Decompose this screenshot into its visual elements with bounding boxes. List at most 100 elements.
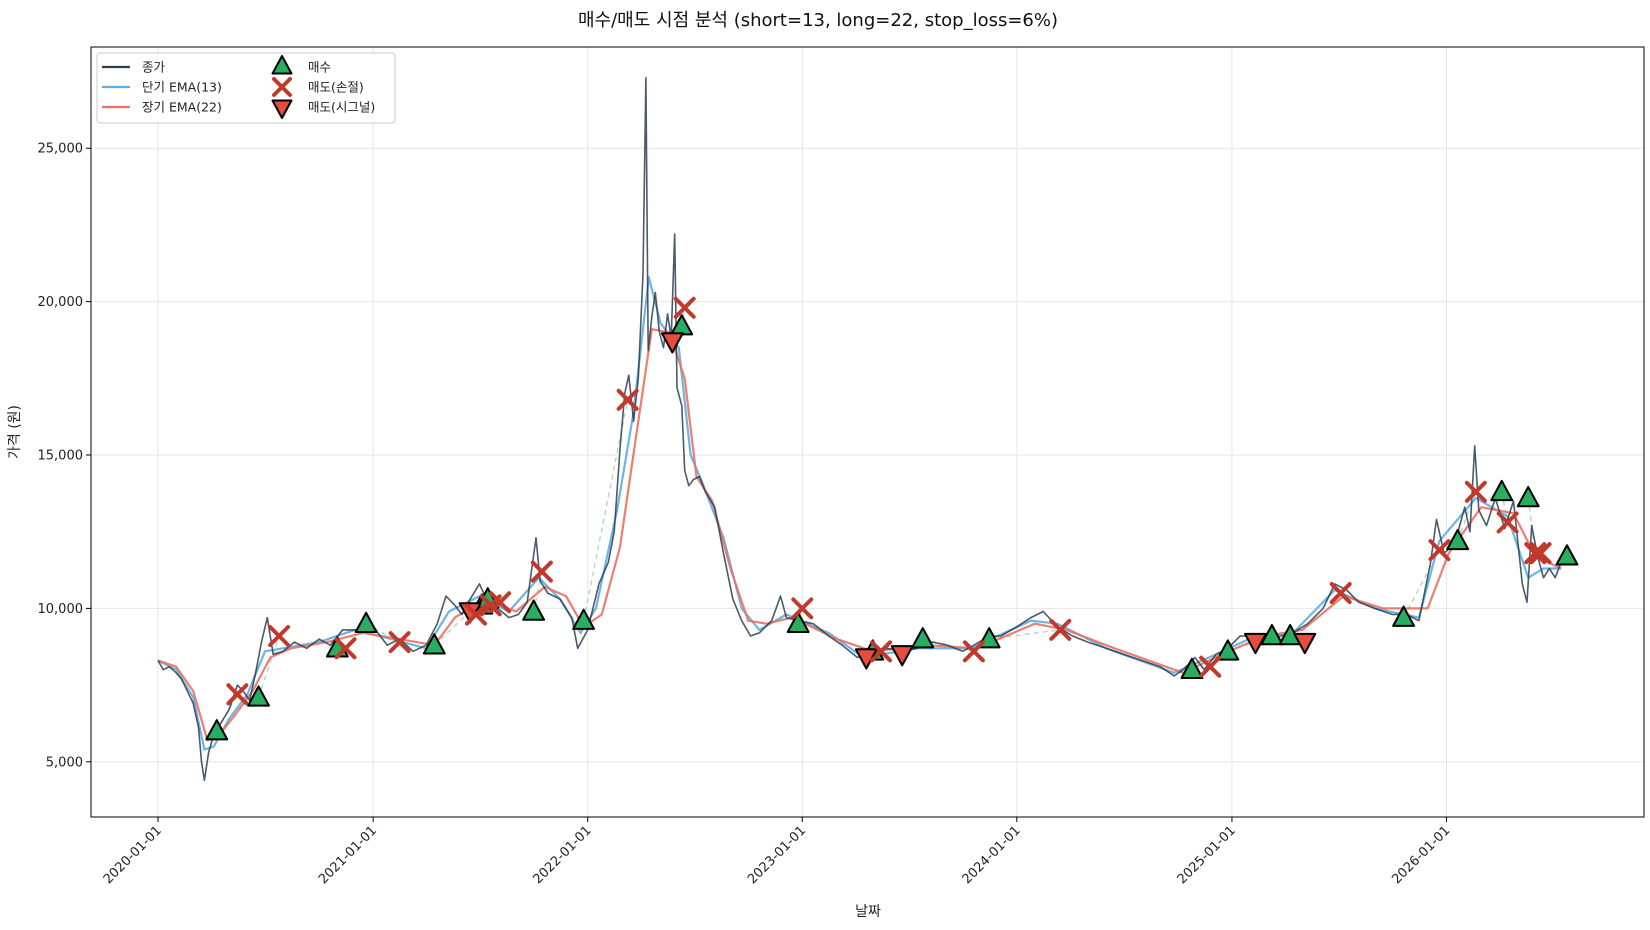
sell-stop-marker: [388, 631, 411, 654]
sell-stop-marker: [870, 640, 893, 663]
sell-signal-marker: [1244, 632, 1267, 655]
stop-loss-stroke: [388, 631, 411, 654]
sell-stop-marker: [268, 625, 291, 648]
legend-buy-swatch: [271, 55, 293, 75]
legend-label: 매도(시그널): [308, 100, 375, 115]
stop-loss-stroke: [1049, 618, 1072, 641]
y-tick-label: 10,000: [38, 602, 84, 617]
stop-loss-stroke: [616, 388, 639, 411]
stop-loss-stroke: [1529, 542, 1552, 565]
sell-stop-marker: [1428, 539, 1451, 562]
buy-marker: [354, 611, 378, 633]
stop-loss-stroke: [791, 597, 814, 620]
sell-stop-marker: [334, 637, 357, 660]
y-tick-label: 5,000: [46, 755, 83, 770]
y-tick-label: 20,000: [38, 295, 84, 310]
sell-stop-marker: [226, 683, 249, 706]
x-tick-label: 2025-01-01: [1175, 823, 1239, 887]
sell-stop-marker: [962, 640, 985, 663]
stop-loss-stroke: [1428, 539, 1451, 562]
ema-short-line: [157, 276, 1562, 751]
sell-stop-marker: [1464, 480, 1487, 503]
sell-stop-marker: [1199, 655, 1222, 678]
sell-stop-marker: [1049, 618, 1072, 641]
sell-stop-marker: [530, 560, 553, 583]
sell-stop-marker: [1329, 582, 1352, 605]
stop-loss-stroke: [1199, 655, 1222, 678]
stop-loss-stroke: [334, 637, 357, 660]
buy-marker: [1260, 624, 1284, 646]
stop-loss-stroke: [489, 591, 512, 614]
legend-label: 매도(손절): [308, 80, 364, 95]
trade-link: [257, 635, 280, 698]
sell-stop-marker: [673, 296, 696, 319]
close-price-line: [157, 76, 1562, 782]
x-tick-label: 2026-01-01: [1389, 823, 1453, 887]
sell-stop-marker: [465, 603, 488, 626]
buy-marker: [205, 719, 229, 741]
buy-marker: [1446, 528, 1470, 551]
buy-marker: [422, 633, 446, 655]
stop-loss-stroke: [870, 640, 893, 663]
stop-loss-stroke: [673, 296, 696, 319]
legend-stop-swatch: [272, 77, 292, 97]
trade-link: [582, 399, 629, 621]
legend-signal-swatch: [271, 99, 293, 119]
grid: [91, 47, 1644, 817]
y-axis: 5,000 10,000 15,000 20,000 25,000: [38, 142, 91, 770]
buy-marker: [786, 611, 810, 633]
stop-loss-stroke: [226, 683, 249, 706]
sell-stop-marker: [489, 591, 512, 614]
legend-label: 단기 EMA(13): [142, 80, 222, 95]
stop-loss-stroke: [1496, 511, 1519, 534]
plot-area: [90, 46, 1645, 818]
sell-stop-marker: [1529, 542, 1552, 565]
stop-loss-stroke: [962, 640, 985, 663]
chart-title: 매수/매도 시점 분석 (short=13, long=22, stop_los…: [578, 10, 1058, 31]
legend-label: 매수: [308, 60, 331, 75]
stop-loss-stroke: [1464, 480, 1487, 503]
y-tick-label: 15,000: [38, 449, 84, 464]
stop-loss-stroke: [1524, 542, 1547, 565]
stop-loss-stroke: [1329, 582, 1352, 605]
x-tick-label: 2022-01-01: [530, 823, 594, 887]
buy-marker: [572, 608, 596, 630]
sell-signal-marker: [660, 332, 684, 354]
sell-signal-marker: [1293, 632, 1317, 655]
buy-marker: [1555, 544, 1579, 566]
buy-marker: [1516, 485, 1540, 508]
sell-signal-marker: [890, 645, 914, 667]
buy-marker: [1392, 605, 1416, 627]
trade-markers: [205, 296, 1579, 741]
x-axis: 2020-01-01 2021-01-01 2022-01-01 2023-01-01…: [101, 817, 1453, 887]
stop-loss-stroke: [530, 560, 553, 583]
buy-marker: [247, 685, 270, 707]
sell-stop-marker: [1524, 542, 1547, 565]
buy-marker: [1490, 479, 1514, 502]
y-tick-label: 25,000: [38, 142, 84, 157]
stop-loss-stroke: [272, 77, 292, 97]
x-tick-label: 2023-01-01: [745, 823, 809, 887]
x-tick-label: 2024-01-01: [960, 823, 1024, 887]
sell-stop-marker: [616, 388, 639, 411]
buy-marker: [1216, 639, 1240, 661]
x-tick-label: 2021-01-01: [316, 823, 380, 887]
ema-long-line: [157, 328, 1562, 742]
buy-marker: [911, 627, 935, 649]
x-axis-label: 날짜: [855, 904, 881, 920]
series-lines: [157, 76, 1562, 782]
stop-loss-stroke: [465, 603, 488, 626]
trade-links: [216, 307, 1536, 732]
y-axis-label: 가격 (원): [7, 405, 23, 459]
legend-box: [96, 52, 396, 124]
legend-label: 종가: [142, 60, 166, 75]
sell-stop-marker: [1496, 511, 1519, 534]
stop-loss-stroke: [268, 625, 291, 648]
x-tick-label: 2020-01-01: [101, 823, 165, 887]
legend-label: 장기 EMA(22): [142, 100, 222, 115]
buy-marker: [522, 599, 546, 621]
sell-stop-marker: [791, 597, 814, 620]
buy-marker: [1180, 657, 1204, 679]
